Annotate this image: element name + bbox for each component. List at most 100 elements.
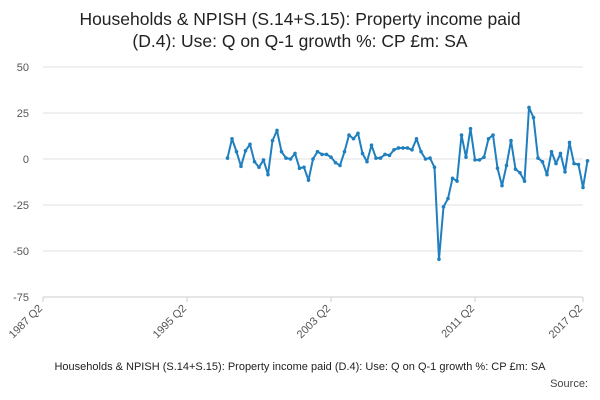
data-point xyxy=(450,176,455,181)
data-point xyxy=(495,166,500,170)
data-point xyxy=(302,165,306,170)
y-tick-label: 25 xyxy=(17,108,29,120)
data-point xyxy=(468,126,473,131)
data-point xyxy=(360,151,365,156)
data-point xyxy=(401,146,405,150)
data-point xyxy=(522,179,527,183)
data-point xyxy=(558,151,563,156)
data-point xyxy=(369,143,374,147)
data-point xyxy=(297,166,302,170)
data-point xyxy=(374,156,378,160)
data-point xyxy=(239,164,243,169)
data-point xyxy=(333,160,338,165)
data-point xyxy=(266,172,270,177)
data-point xyxy=(356,131,360,136)
data-point xyxy=(441,205,446,209)
data-point xyxy=(581,185,585,190)
data-point xyxy=(351,136,356,141)
y-tick-label: -75 xyxy=(13,292,29,304)
data-point xyxy=(477,158,482,162)
data-point xyxy=(513,167,518,171)
data-point xyxy=(234,149,239,154)
data-point xyxy=(324,152,329,157)
data-point xyxy=(540,159,545,164)
data-point xyxy=(419,149,423,154)
data-point xyxy=(536,156,540,160)
data-point xyxy=(279,149,284,154)
y-tick-label: 0 xyxy=(23,154,29,166)
data-point xyxy=(284,156,288,160)
data-point xyxy=(288,157,293,161)
x-tick-label: 2003 Q2 xyxy=(295,303,333,341)
data-point xyxy=(554,161,558,166)
data-point xyxy=(432,165,437,170)
data-point xyxy=(585,159,590,163)
data-point xyxy=(423,157,428,161)
y-tick-label: 50 xyxy=(17,62,29,74)
data-point xyxy=(545,172,549,177)
series-line xyxy=(226,106,589,261)
data-point xyxy=(383,152,387,157)
data-point xyxy=(230,136,234,141)
data-point xyxy=(225,156,230,160)
data-point xyxy=(392,148,396,152)
data-point xyxy=(486,136,491,141)
data-point xyxy=(446,196,450,201)
data-point xyxy=(549,149,554,154)
data-point xyxy=(518,171,522,175)
x-tick-label: 2011 Q2 xyxy=(439,303,477,341)
data-point xyxy=(387,153,392,158)
chart-title-line-2: (D.4): Use: Q on Q-1 growth %: CP £m: SA xyxy=(132,31,468,51)
chart-source: Source: xyxy=(550,378,588,390)
data-point xyxy=(567,140,572,145)
data-point xyxy=(248,142,252,147)
data-point xyxy=(270,138,275,143)
data-point xyxy=(410,148,414,152)
data-point xyxy=(428,156,432,160)
data-point xyxy=(347,133,351,137)
data-point xyxy=(275,128,279,133)
data-point xyxy=(252,159,257,164)
data-point xyxy=(576,162,581,167)
data-point xyxy=(243,148,248,153)
data-point xyxy=(563,170,567,174)
data-point xyxy=(365,159,369,164)
data-point xyxy=(500,183,504,188)
x-tick-label: 1987 Q2 xyxy=(7,303,45,341)
data-point xyxy=(473,158,477,162)
data-point xyxy=(329,155,333,159)
data-point xyxy=(482,155,486,159)
data-point xyxy=(261,158,266,162)
x-tick-label: 1995 Q2 xyxy=(151,303,189,341)
data-point xyxy=(455,179,459,183)
data-point xyxy=(464,155,468,159)
data-point xyxy=(342,149,347,154)
chart-title: Households & NPISH (S.14+S.15): Property… xyxy=(0,8,600,52)
data-point xyxy=(459,133,464,137)
y-tick-label: -25 xyxy=(13,200,29,212)
y-tick-label: -50 xyxy=(13,246,29,258)
x-tick-label: 2017 Q2 xyxy=(547,303,585,341)
data-point xyxy=(414,136,419,141)
data-point xyxy=(257,165,261,170)
data-point xyxy=(527,105,531,110)
data-point xyxy=(504,163,509,168)
data-point xyxy=(306,178,311,182)
data-point xyxy=(338,163,342,168)
data-point xyxy=(378,156,383,160)
chart-caption: Households & NPISH (S.14+S.15): Property… xyxy=(0,361,600,373)
data-point xyxy=(437,257,441,262)
data-point xyxy=(491,133,495,137)
data-point xyxy=(405,146,410,150)
data-point xyxy=(572,161,576,166)
chart-title-line-1: Households & NPISH (S.14+S.15): Property… xyxy=(79,9,521,29)
data-point xyxy=(509,138,513,143)
chart-caption-text: Households & NPISH (S.14+S.15): Property… xyxy=(54,361,546,373)
data-point xyxy=(396,146,401,150)
data-point xyxy=(531,115,536,120)
data-point xyxy=(315,149,320,154)
data-point xyxy=(320,152,324,157)
data-point xyxy=(293,151,297,156)
